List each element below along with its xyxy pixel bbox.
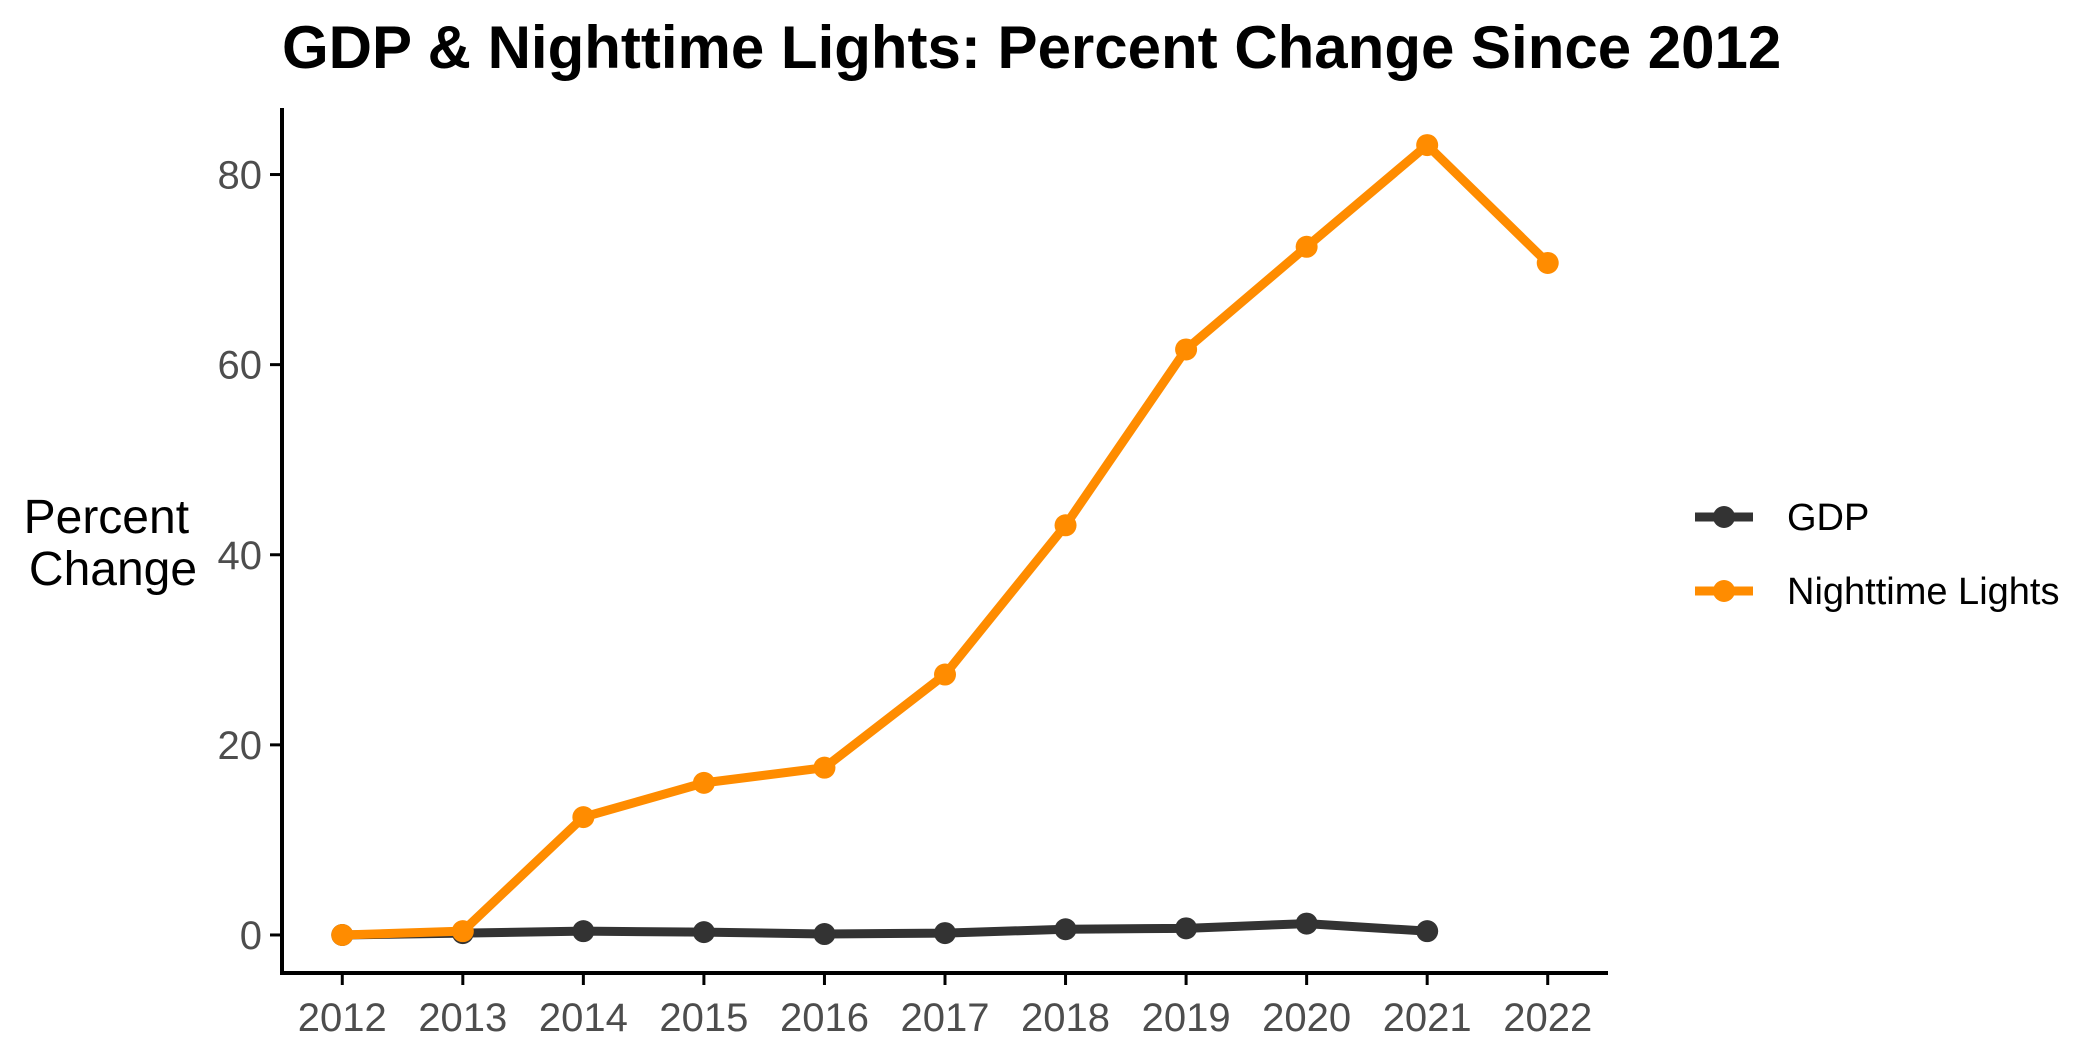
y-tick-label: 40 (218, 534, 263, 578)
data-point-nighttime-lights (1295, 235, 1318, 258)
data-point-gdp (1175, 917, 1198, 940)
x-ticks: 2012 2013 2014 2015 2016 2017 2018 2019 2020 2021… (298, 973, 1592, 1040)
series-line-gdp (337, 919, 1432, 940)
data-point-nighttime-lights (1054, 514, 1077, 537)
data-point-nighttime-lights (813, 756, 836, 779)
y-axis-label-line-1: Percent (24, 491, 189, 544)
y-tick-label: 20 (218, 724, 263, 768)
data-point-nighttime-lights (1175, 338, 1198, 361)
x-tick-label: 2013 (418, 996, 507, 1040)
y-ticks: 0 20 40 60 80 (218, 154, 282, 958)
data-point-gdp (692, 921, 715, 944)
data-point-nighttime-lights (572, 806, 595, 829)
data-point-nighttime-lights (934, 663, 956, 686)
series-line-nighttime-lights (337, 140, 1553, 940)
y-tick-label: 0 (240, 914, 262, 958)
data-point-nighttime-lights (451, 920, 474, 943)
x-tick-label: 2020 (1262, 996, 1351, 1040)
y-axis-label-line-2: Change (29, 543, 197, 596)
legend-label-gdp: GDP (1787, 497, 1869, 539)
legend-key-point-nighttime-lights (1713, 580, 1735, 602)
data-point-nighttime-lights (692, 771, 715, 794)
x-tick-label: 2014 (539, 996, 628, 1040)
data-point-nighttime-lights (331, 923, 354, 946)
series-layer (331, 134, 1559, 946)
x-tick-label: 2015 (659, 996, 748, 1040)
x-tick-label: 2019 (1142, 996, 1231, 1040)
data-point-gdp (1416, 920, 1439, 943)
data-point-gdp (934, 922, 956, 945)
y-tick-label: 80 (218, 154, 263, 198)
data-point-gdp (1054, 918, 1077, 941)
legend-key-point-gdp (1713, 506, 1735, 528)
y-tick-label: 60 (218, 344, 263, 388)
data-point-nighttime-lights (1536, 251, 1559, 274)
chart-title: GDP & Nighttime Lights: Percent Change S… (282, 14, 1781, 81)
data-point-gdp (1295, 912, 1318, 935)
legend: GDP Nighttime Lights (1695, 497, 2059, 613)
legend-label-nighttime-lights: Nighttime Lights (1787, 571, 2059, 613)
x-tick-label: 2018 (1021, 996, 1110, 1040)
x-tick-label: 2021 (1383, 996, 1472, 1040)
x-tick-label: 2022 (1503, 996, 1592, 1040)
x-tick-label: 2012 (298, 996, 387, 1040)
x-tick-label: 2016 (780, 996, 869, 1040)
data-point-gdp (813, 923, 836, 946)
data-point-nighttime-lights (1416, 134, 1439, 157)
data-point-gdp (572, 920, 595, 943)
y-axis-label: Percent Change (24, 491, 203, 596)
x-tick-label: 2017 (901, 996, 990, 1040)
